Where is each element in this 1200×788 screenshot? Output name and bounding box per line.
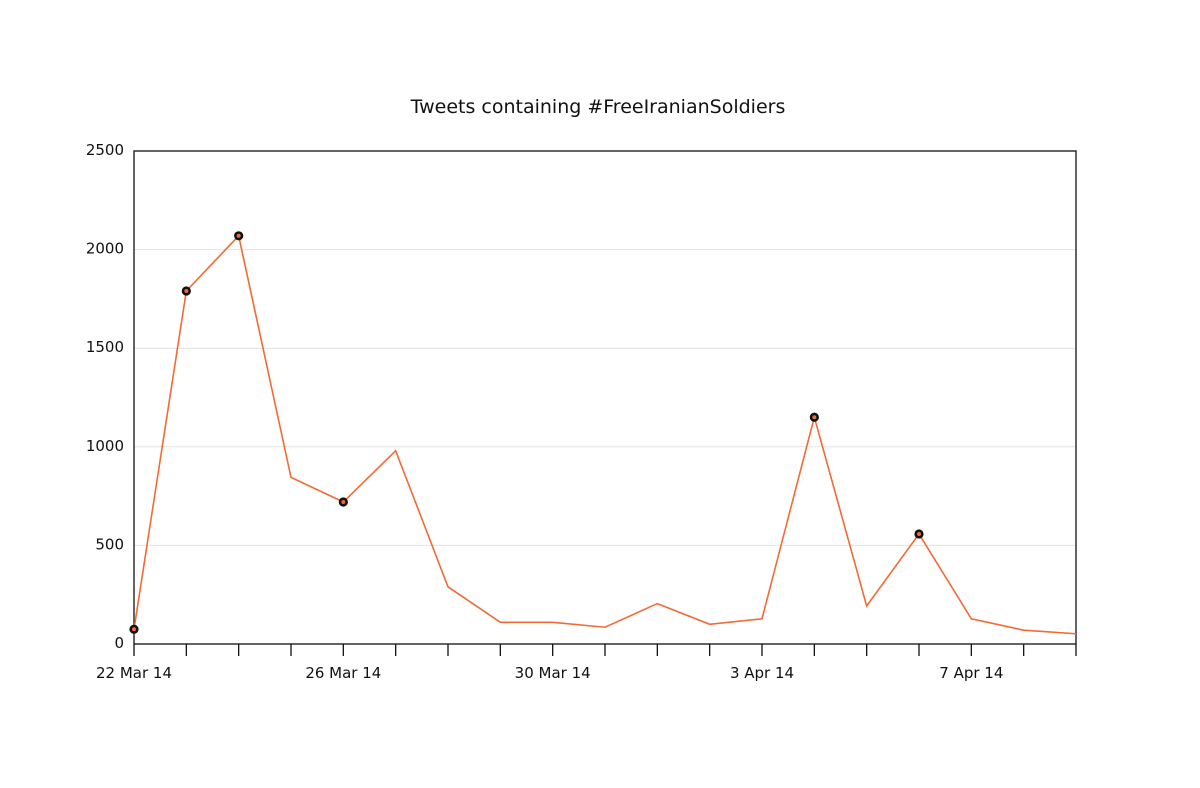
series-line: [133, 234, 1077, 635]
highlight-marker: [234, 231, 244, 241]
y-tick-label: 0: [114, 634, 124, 652]
highlight-marker: [129, 624, 139, 634]
marker-center: [184, 289, 189, 294]
x-tick-label: 3 Apr 14: [730, 664, 794, 682]
x-axis: 22 Mar 14 26 Mar 14 30 Mar 14 3 Apr 14 7 Apr…: [96, 644, 1077, 682]
x-tick-label: 7 Apr 14: [939, 664, 1003, 682]
x-tick-label: 30 Mar 14: [515, 664, 591, 682]
marker-center: [341, 500, 346, 505]
chart-title: Tweets containing #FreeIranianSoldiers: [410, 96, 786, 118]
highlight-marker: [809, 412, 819, 422]
plot-frame: [133, 150, 1077, 645]
x-tick-label: 26 Mar 14: [305, 664, 381, 682]
y-tick-label: 500: [95, 535, 124, 553]
y-axis: 0 500 1000 1500 2000 2500: [86, 141, 124, 652]
highlight-markers: [129, 231, 924, 634]
marker-center: [812, 415, 817, 420]
y-tick-label: 2500: [86, 141, 124, 159]
y-tick-label: 2000: [86, 240, 124, 258]
marker-center: [236, 233, 241, 238]
highlight-marker: [338, 497, 348, 507]
highlight-marker: [181, 286, 191, 296]
marker-center: [132, 627, 136, 632]
marker-center: [917, 531, 921, 536]
highlight-marker: [914, 529, 924, 539]
gridlines: [134, 249, 1076, 546]
y-tick-label: 1500: [86, 338, 124, 356]
y-tick-label: 1000: [86, 437, 124, 455]
x-tick-label: 22 Mar 14: [96, 664, 172, 682]
